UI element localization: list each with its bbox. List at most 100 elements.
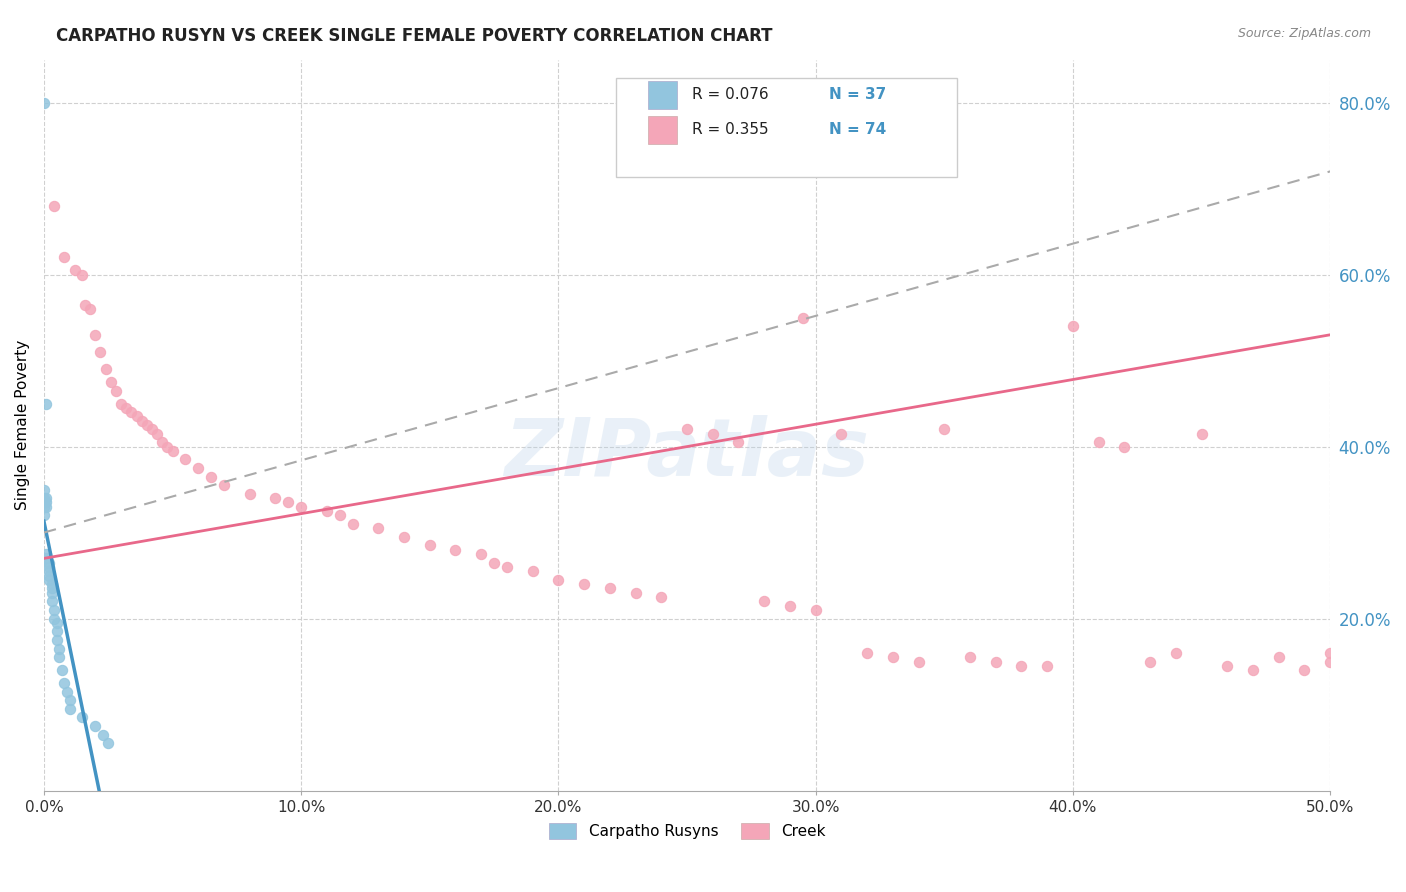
- Carpatho Rusyns: [45, 633, 67, 648]
- Creek: [135, 418, 157, 433]
- Creek: [1267, 650, 1289, 665]
- Creek: [727, 435, 749, 450]
- Carpatho Rusyns: [53, 676, 76, 690]
- Carpatho Rusyns: [35, 551, 58, 566]
- Creek: [342, 516, 364, 531]
- Creek: [1216, 659, 1239, 673]
- Carpatho Rusyns: [56, 684, 79, 698]
- Creek: [547, 573, 569, 587]
- Creek: [676, 422, 699, 436]
- Creek: [239, 487, 262, 501]
- Creek: [599, 582, 621, 596]
- Carpatho Rusyns: [38, 573, 60, 587]
- Carpatho Rusyns: [38, 564, 60, 578]
- Carpatho Rusyns: [59, 702, 82, 716]
- Carpatho Rusyns: [32, 483, 55, 497]
- Carpatho Rusyns: [41, 582, 63, 596]
- Carpatho Rusyns: [72, 710, 94, 724]
- Carpatho Rusyns: [38, 556, 60, 570]
- Carpatho Rusyns: [48, 650, 70, 665]
- Creek: [419, 539, 441, 553]
- Creek: [277, 495, 299, 509]
- Carpatho Rusyns: [51, 663, 73, 677]
- Creek: [624, 586, 647, 600]
- Creek: [1319, 646, 1341, 660]
- Creek: [1294, 663, 1316, 677]
- Legend: Carpatho Rusyns, Creek: Carpatho Rusyns, Creek: [543, 817, 831, 845]
- Creek: [146, 426, 169, 441]
- Creek: [89, 345, 111, 359]
- Creek: [792, 310, 814, 325]
- Creek: [804, 603, 827, 617]
- Creek: [73, 298, 96, 312]
- Text: N = 37: N = 37: [828, 87, 886, 103]
- Carpatho Rusyns: [35, 491, 58, 506]
- Creek: [882, 650, 904, 665]
- Carpatho Rusyns: [32, 495, 55, 509]
- Creek: [572, 577, 595, 591]
- Creek: [444, 542, 467, 557]
- Creek: [934, 422, 956, 436]
- Creek: [470, 547, 492, 561]
- Creek: [104, 384, 127, 398]
- Carpatho Rusyns: [35, 547, 58, 561]
- Bar: [648, 81, 676, 109]
- Creek: [125, 409, 148, 424]
- Creek: [156, 440, 179, 454]
- Creek: [830, 426, 852, 441]
- Creek: [162, 443, 184, 458]
- Creek: [44, 199, 66, 213]
- Carpatho Rusyns: [91, 728, 114, 742]
- Creek: [1062, 319, 1084, 334]
- Carpatho Rusyns: [45, 615, 67, 630]
- Creek: [100, 375, 122, 389]
- Creek: [1164, 646, 1187, 660]
- Creek: [63, 263, 86, 277]
- Text: N = 74: N = 74: [828, 122, 886, 137]
- Text: CARPATHO RUSYN VS CREEK SINGLE FEMALE POVERTY CORRELATION CHART: CARPATHO RUSYN VS CREEK SINGLE FEMALE PO…: [56, 27, 773, 45]
- Creek: [53, 251, 76, 265]
- Creek: [1191, 426, 1213, 441]
- Carpatho Rusyns: [38, 568, 60, 582]
- Creek: [174, 452, 197, 467]
- Creek: [650, 590, 672, 604]
- Carpatho Rusyns: [41, 577, 63, 591]
- Carpatho Rusyns: [32, 491, 55, 506]
- Carpatho Rusyns: [45, 624, 67, 639]
- Creek: [907, 655, 929, 669]
- Creek: [496, 560, 519, 574]
- Creek: [482, 556, 505, 570]
- Carpatho Rusyns: [59, 693, 82, 707]
- FancyBboxPatch shape: [616, 78, 957, 177]
- Creek: [959, 650, 981, 665]
- Carpatho Rusyns: [38, 560, 60, 574]
- Creek: [187, 461, 209, 475]
- Carpatho Rusyns: [32, 508, 55, 523]
- Creek: [367, 521, 389, 535]
- Carpatho Rusyns: [41, 586, 63, 600]
- Creek: [72, 268, 94, 282]
- Text: R = 0.355: R = 0.355: [692, 122, 769, 137]
- Creek: [1139, 655, 1161, 669]
- Creek: [315, 504, 337, 518]
- Creek: [290, 500, 312, 514]
- Text: ZIPatlas: ZIPatlas: [505, 416, 869, 493]
- Text: Source: ZipAtlas.com: Source: ZipAtlas.com: [1237, 27, 1371, 40]
- Carpatho Rusyns: [44, 611, 66, 625]
- Creek: [79, 301, 101, 316]
- Creek: [1114, 440, 1136, 454]
- Creek: [1241, 663, 1264, 677]
- Carpatho Rusyns: [48, 641, 70, 656]
- Creek: [150, 435, 173, 450]
- Creek: [115, 401, 138, 415]
- Creek: [522, 564, 544, 578]
- Creek: [1011, 659, 1033, 673]
- Creek: [120, 405, 142, 419]
- Bar: [648, 116, 676, 144]
- Creek: [702, 426, 724, 441]
- Carpatho Rusyns: [97, 736, 120, 750]
- Carpatho Rusyns: [84, 719, 107, 733]
- Carpatho Rusyns: [41, 594, 63, 608]
- Carpatho Rusyns: [44, 603, 66, 617]
- Y-axis label: Single Female Poverty: Single Female Poverty: [15, 340, 30, 510]
